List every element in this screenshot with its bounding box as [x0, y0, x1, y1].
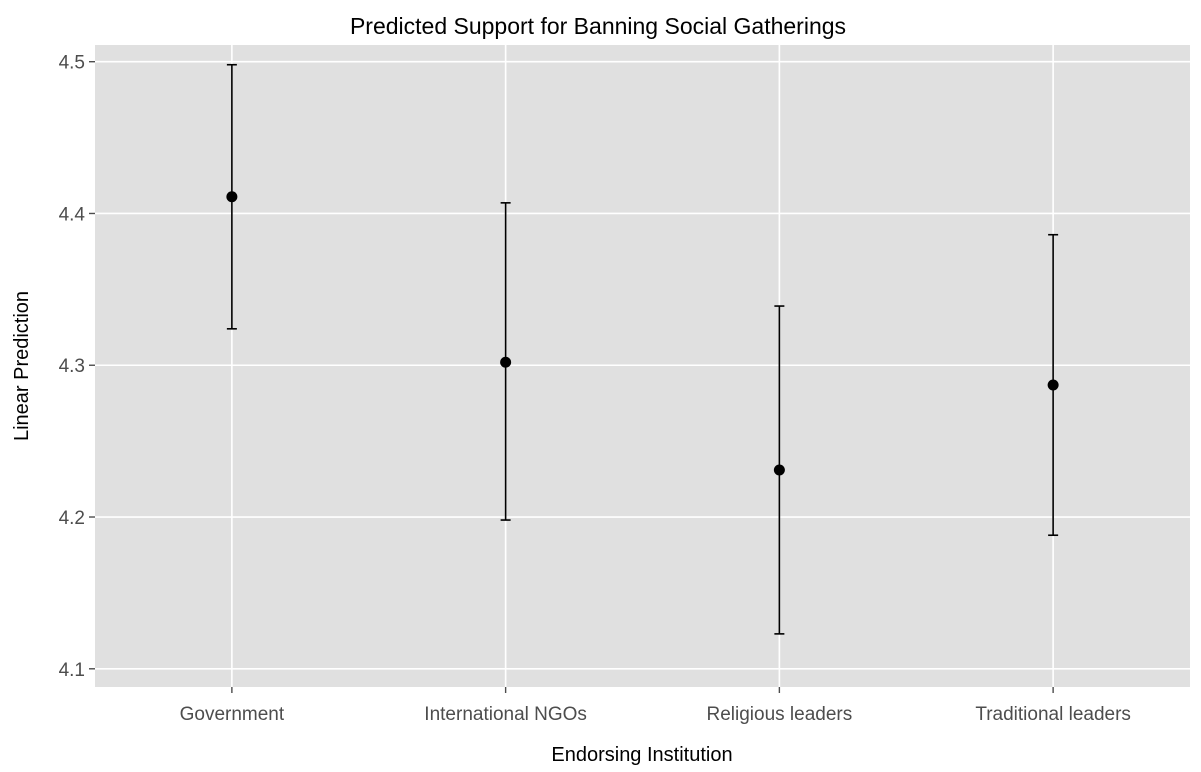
data-point	[1047, 379, 1059, 391]
y-tick-label: 4.1	[59, 660, 85, 681]
y-tick-label: 4.5	[59, 53, 85, 74]
y-tick-label: 4.4	[59, 204, 86, 225]
y-tick-label: 4.2	[59, 508, 85, 529]
x-tick-label: Traditional leaders	[975, 704, 1131, 725]
data-point	[500, 356, 512, 368]
x-tick-label: Religious leaders	[707, 704, 853, 725]
gridlines	[95, 45, 1190, 687]
y-axis-title: Linear Prediction	[11, 291, 33, 441]
chart-title: Predicted Support for Banning Social Gat…	[350, 13, 846, 39]
x-tick-label: International NGOs	[424, 704, 587, 725]
x-tick-label: Government	[180, 704, 285, 725]
y-tick-label: 4.3	[59, 356, 85, 377]
x-axis: Government International NGOs Religious le…	[180, 687, 1131, 725]
data-point	[773, 464, 785, 476]
y-axis: 4.1 4.2 4.3 4.4 4.5	[59, 53, 95, 681]
data-marks	[226, 63, 1059, 635]
x-axis-title: Endorsing Institution	[551, 744, 732, 766]
data-point	[226, 191, 238, 203]
